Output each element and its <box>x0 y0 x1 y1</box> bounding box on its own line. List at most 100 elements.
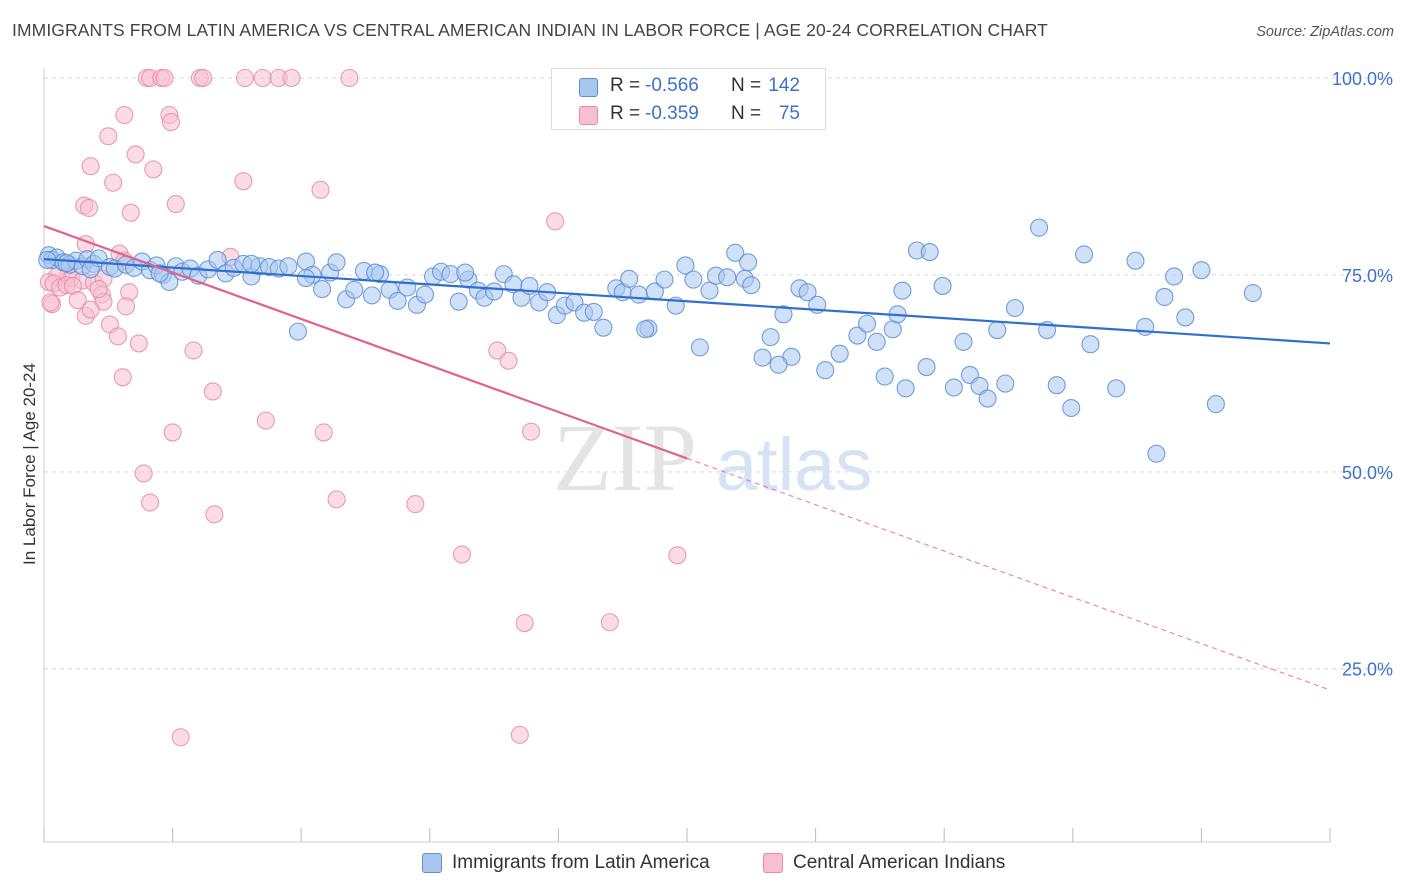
pink-data-point <box>522 422 541 441</box>
trend-lines <box>43 225 1331 691</box>
blue-data-point <box>362 286 381 305</box>
blue-data-point <box>1047 376 1066 395</box>
pink-data-point <box>141 493 160 512</box>
blue-data-point <box>1126 251 1145 270</box>
pink-data-point <box>235 68 254 88</box>
n-label: N = <box>731 103 762 124</box>
pink-data-point <box>600 613 619 632</box>
stats-legend-box: R = -0.566 N = 142 R = -0.359 N = 75 <box>551 68 826 130</box>
y-axis-label: In Labor Force | Age 20-24 <box>20 363 39 565</box>
pink-data-point <box>314 423 333 442</box>
blue-data-point <box>1147 444 1166 463</box>
pink-swatch-icon <box>579 106 598 125</box>
blue-swatch-icon <box>422 853 442 873</box>
r-value: -0.566 <box>645 75 699 96</box>
blue-data-point <box>875 367 894 386</box>
blue-data-point <box>296 269 316 288</box>
blue-data-point <box>242 254 261 273</box>
r-label: R = <box>610 75 641 96</box>
blue-trend-line <box>43 258 1331 345</box>
blue-data-point <box>944 378 963 397</box>
blue-data-point <box>345 280 364 299</box>
blue-data-point <box>279 257 298 276</box>
blue-data-point <box>636 320 655 339</box>
blue-data-point <box>893 281 912 300</box>
pink-data-point <box>327 490 346 509</box>
blue-data-point <box>1243 283 1262 303</box>
pink-data-point <box>510 725 529 744</box>
legend-item-central-american-indians[interactable]: Central American Indians <box>763 852 1005 874</box>
y-tick-label: 50.0% <box>1342 463 1393 483</box>
n-value: 75 <box>778 103 800 124</box>
legend-label: Central American Indians <box>793 852 1006 873</box>
pink-data-point <box>115 105 134 125</box>
scatter-plot: ZIP atlas 25.0%50.0%75.0%100.0%0.0%80.0%… <box>20 68 1393 843</box>
pink-data-point <box>68 291 87 310</box>
blue-data-point <box>1165 267 1184 286</box>
blue-data-point <box>690 338 709 357</box>
blue-data-point <box>288 322 308 341</box>
blue-data-point <box>830 344 849 363</box>
blue-data-point <box>978 389 997 408</box>
blue-data-point <box>700 281 719 300</box>
chart-title: IMMIGRANTS FROM LATIN AMERICA VS CENTRAL… <box>12 20 1048 40</box>
blue-data-point <box>857 314 877 333</box>
pink-data-point <box>340 68 359 88</box>
blue-data-point <box>456 263 475 282</box>
pink-data-point <box>89 280 108 299</box>
blue-data-point <box>774 305 793 324</box>
blue-data-point <box>81 260 100 279</box>
pink-data-point <box>81 300 100 319</box>
pink-data-point <box>99 127 118 146</box>
blue-data-point <box>761 328 780 347</box>
blue-data-point <box>1136 317 1155 336</box>
grid-layer <box>44 77 1392 670</box>
blue-data-point <box>753 348 772 367</box>
pink-trend-line <box>43 225 688 460</box>
tick-labels: 25.0%50.0%75.0%100.0%0.0%80.0% <box>1332 69 1393 680</box>
blue-data-point <box>896 379 915 398</box>
blue-data-point <box>742 276 761 295</box>
pink-data-point <box>41 293 60 312</box>
blue-data-point <box>769 355 788 374</box>
blue-data-point <box>867 332 886 351</box>
blue-data-point <box>327 253 346 272</box>
pink-data-point <box>234 172 253 191</box>
blue-data-point <box>1192 261 1211 280</box>
pink-data-point <box>104 173 123 192</box>
pink-data-point <box>108 327 127 346</box>
pink-data-point <box>155 68 174 88</box>
pink-data-point <box>134 464 153 483</box>
blue-data-point <box>883 320 902 339</box>
stats-row-blue: R = -0.566 N = 142 <box>552 73 827 101</box>
y-tick-label: 100.0% <box>1332 69 1393 89</box>
blue-data-point <box>1062 398 1081 418</box>
pink-data-point <box>205 505 224 524</box>
blue-data-point <box>726 243 745 262</box>
pink-data-point <box>253 68 272 88</box>
y-tick-label: 75.0% <box>1342 266 1393 286</box>
pink-data-point <box>668 546 687 565</box>
blue-data-point <box>988 320 1007 340</box>
pink-data-point <box>452 545 472 564</box>
blue-data-point <box>629 285 648 304</box>
pink-data-point <box>79 198 99 218</box>
n-label: N = <box>731 75 762 96</box>
blue-data-point <box>917 358 936 377</box>
pink-data-point <box>488 341 507 360</box>
chart-legend: Immigrants from Latin America Central Am… <box>0 850 1406 880</box>
blue-swatch-icon <box>579 78 598 97</box>
blue-data-point <box>449 292 468 311</box>
blue-data-point <box>388 291 407 310</box>
blue-data-point <box>1155 287 1174 307</box>
blue-data-point <box>485 282 504 301</box>
pink-data-point <box>184 341 203 360</box>
pink-data-point <box>311 180 330 199</box>
blue-data-point <box>739 253 758 272</box>
legend-item-latin-america[interactable]: Immigrants from Latin America <box>422 852 710 874</box>
y-tick-label: 25.0% <box>1342 660 1393 680</box>
blue-data-point <box>848 326 867 345</box>
legend-label: Immigrants from Latin America <box>452 852 710 873</box>
blue-data-point <box>1176 308 1195 327</box>
chart-source: Source: ZipAtlas.com <box>1256 24 1394 40</box>
